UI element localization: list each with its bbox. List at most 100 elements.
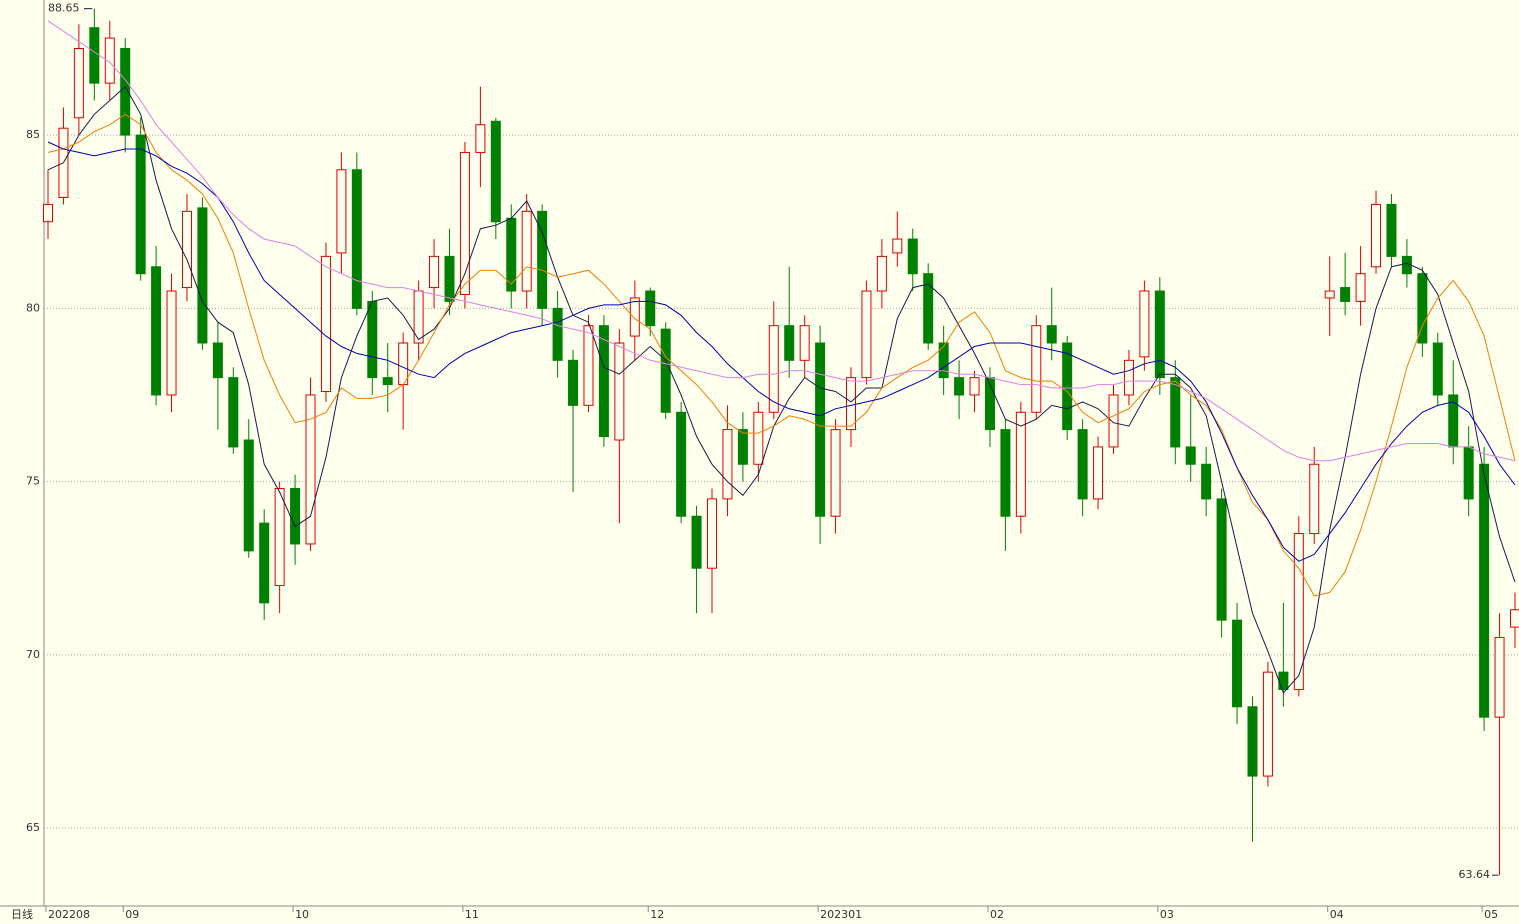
candle-body xyxy=(89,27,100,84)
x-tick-label: 202301 xyxy=(820,908,862,921)
candle-body xyxy=(969,377,980,396)
candle-body xyxy=(722,429,733,500)
candle-body xyxy=(1432,342,1443,396)
candle-body xyxy=(1340,287,1351,302)
y-tick-label: 70 xyxy=(26,648,40,661)
x-tick-label: 09 xyxy=(125,908,139,921)
candle-body xyxy=(120,48,131,136)
candle-body xyxy=(1062,342,1073,431)
x-tick-label: 02 xyxy=(990,908,1004,921)
candle-body xyxy=(1386,203,1397,257)
candle-body xyxy=(135,134,146,275)
candle-body xyxy=(907,238,918,275)
candle-body xyxy=(583,325,594,406)
x-tick-label: 11 xyxy=(465,908,479,921)
min-label: 63.64 xyxy=(1459,868,1491,881)
candle-body xyxy=(1123,359,1134,396)
candle-body xyxy=(1170,377,1181,448)
candle-body xyxy=(104,37,115,84)
candle-body xyxy=(429,255,440,289)
candle-body xyxy=(475,124,486,153)
candle-body xyxy=(166,290,177,396)
candle-body xyxy=(815,342,826,517)
candle-body xyxy=(537,210,548,309)
candle-body xyxy=(1309,463,1320,535)
candle-body xyxy=(1093,446,1104,500)
candle-body xyxy=(845,377,856,431)
candle-body xyxy=(753,411,764,465)
candle-body xyxy=(1201,463,1212,500)
candle-body xyxy=(181,210,192,289)
candle-body xyxy=(382,377,393,386)
candle-body xyxy=(1232,619,1243,708)
candle-body xyxy=(1031,325,1042,413)
y-tick-label: 65 xyxy=(26,821,40,834)
x-tick-label: 12 xyxy=(650,908,664,921)
x-tick-label: 04 xyxy=(1330,908,1344,921)
candle-body xyxy=(320,255,331,393)
x-tick-label: 03 xyxy=(1160,908,1174,921)
candle-body xyxy=(830,429,841,517)
candle-body xyxy=(768,325,779,413)
candle-body xyxy=(1046,325,1057,344)
candle-body xyxy=(367,300,378,379)
candle-body xyxy=(1108,394,1119,448)
candle-body xyxy=(398,342,409,386)
candle-body xyxy=(259,522,270,604)
candle-body xyxy=(521,210,532,292)
candle-body xyxy=(1139,290,1150,358)
candle-body xyxy=(784,325,795,361)
moving-average-line xyxy=(47,85,1516,694)
x-tick-label: 202208 xyxy=(48,908,90,921)
candle-body xyxy=(290,488,301,545)
candle-body xyxy=(1077,429,1088,500)
max-label: 88.65 xyxy=(48,2,80,15)
y-tick-label: 80 xyxy=(26,301,40,314)
candle-body xyxy=(1293,533,1304,690)
candle-body xyxy=(861,290,872,379)
candle-body xyxy=(660,328,671,413)
candle-body xyxy=(1015,411,1026,517)
candle-body xyxy=(1417,273,1428,344)
y-tick-label: 85 xyxy=(26,128,40,141)
candle-body xyxy=(598,325,609,438)
candle-body xyxy=(1247,706,1258,777)
candle-body xyxy=(1355,273,1366,302)
candle-body xyxy=(707,498,718,569)
candle-body xyxy=(1278,671,1289,690)
candle-body xyxy=(1510,609,1519,628)
candle-body xyxy=(799,325,810,361)
candle-body xyxy=(923,273,934,344)
candle-body xyxy=(1479,463,1490,718)
candle-body xyxy=(43,203,53,223)
candle-body xyxy=(676,411,687,517)
candle-body xyxy=(892,238,903,254)
candle-body xyxy=(938,342,949,379)
candle-body xyxy=(1154,290,1165,379)
y-tick-label: 75 xyxy=(26,475,40,488)
candle-body xyxy=(691,515,702,569)
candle-body xyxy=(954,377,965,396)
candle-body xyxy=(444,255,455,302)
candle-body xyxy=(737,429,748,465)
candle-body xyxy=(197,207,208,344)
candle-body xyxy=(351,169,362,309)
candle-body xyxy=(645,290,656,327)
candle-body xyxy=(614,342,625,441)
candle-body xyxy=(1371,203,1382,268)
candle-body xyxy=(490,120,501,223)
candle-body xyxy=(1000,429,1011,517)
candle-body xyxy=(1463,446,1474,500)
candle-body xyxy=(1324,290,1335,299)
candle-body xyxy=(228,377,239,448)
candle-body xyxy=(568,359,579,406)
candle-body xyxy=(629,297,640,337)
candle-body xyxy=(552,307,563,361)
candle-body xyxy=(73,48,84,119)
candle-body xyxy=(876,255,887,292)
candle-body xyxy=(1262,671,1273,777)
moving-average-line xyxy=(47,141,1516,562)
period-label: 日线 xyxy=(11,907,33,921)
candle-body xyxy=(305,394,316,545)
